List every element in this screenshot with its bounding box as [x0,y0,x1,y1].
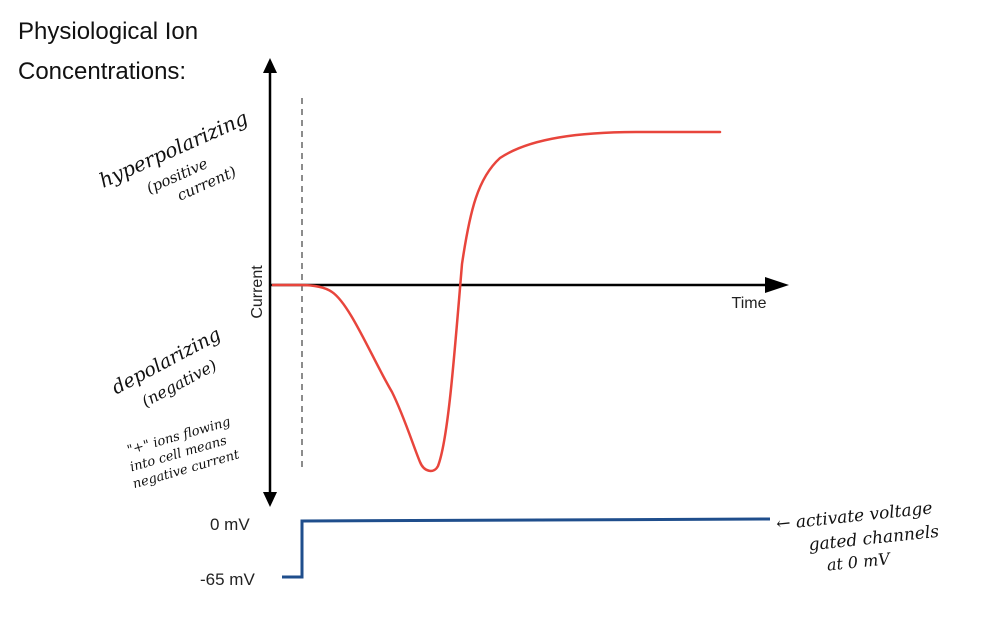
y-axis-arrow-up [263,58,277,73]
annotation-at-0mv: at 0 mV [826,549,892,575]
current-trace [271,130,722,473]
voltage-trace [282,517,771,579]
voltage-label-neg65mv: -65 mV [200,570,255,589]
y-axis-arrow-down [263,492,277,507]
title-line-1: Physiological Ion [18,18,199,45]
x-axis-label: Time [732,295,767,312]
title-line-2: Concentrations: [18,58,187,85]
voltage-label-0mv: 0 mV [210,515,250,534]
x-axis-arrow [765,277,789,293]
y-axis-label: Current [249,265,266,319]
